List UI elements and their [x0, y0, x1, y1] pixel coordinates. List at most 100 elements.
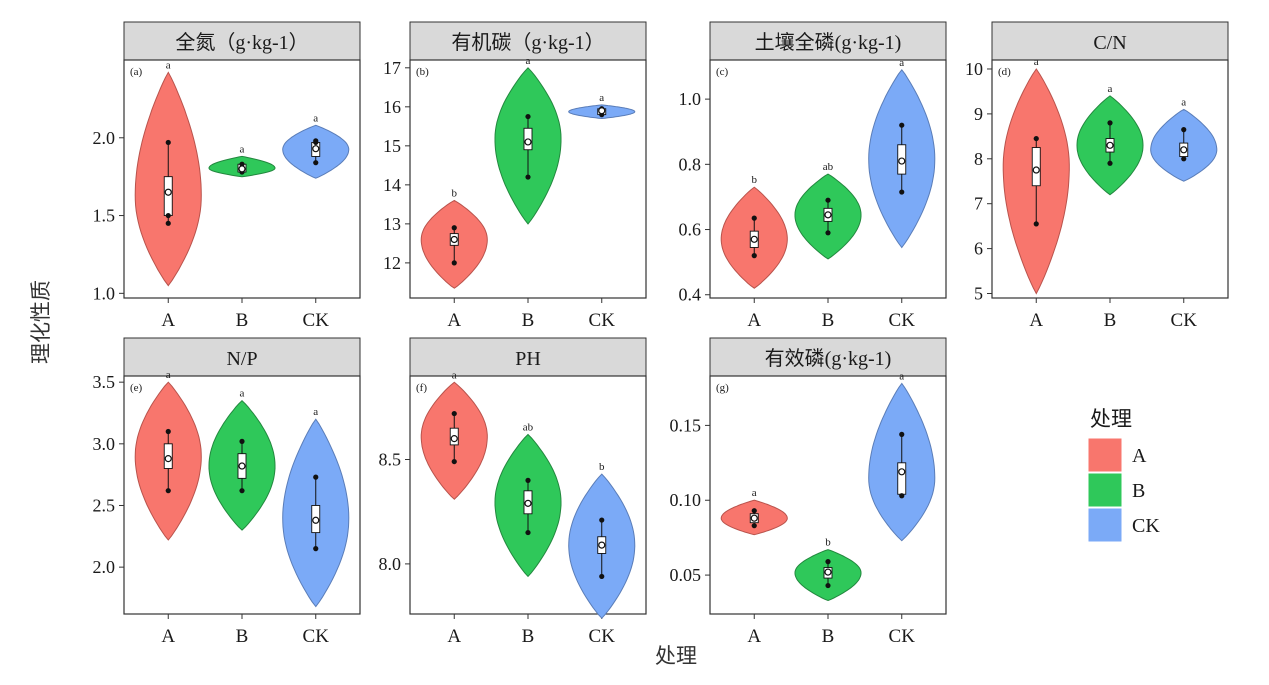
data-point — [525, 174, 531, 180]
data-point — [525, 113, 531, 120]
strip-title: 有机碳（g·kg-1） — [451, 31, 604, 54]
panel-tag: (g) — [716, 382, 729, 394]
strip-header — [709, 337, 947, 377]
median-point — [1180, 146, 1188, 154]
significance-letter: a — [313, 112, 318, 124]
data-point — [451, 458, 457, 465]
facet-panel-g: 有效磷(g·kg-1) (g) 0.05 0.10 0.15 A B CK a b a — [670, 337, 947, 647]
significance-letter: ab — [823, 161, 834, 173]
legend-label-CK: CK — [1132, 515, 1160, 537]
median-point — [598, 541, 606, 549]
strip-title: 全氮（g·kg-1） — [175, 31, 308, 54]
data-point — [599, 517, 605, 523]
violin-A: a — [720, 487, 788, 536]
data-point — [751, 215, 757, 221]
x-tick-label: A — [447, 310, 461, 331]
box — [163, 176, 173, 217]
y-axis-title: 理化性质 — [29, 280, 53, 364]
data-point — [899, 122, 905, 128]
median-point — [750, 514, 758, 522]
data-point — [525, 477, 531, 483]
y-tick-label: 2.0 — [93, 128, 116, 148]
strip-header — [409, 21, 647, 61]
facet-panel-c: 土壤全磷(g·kg-1) (c) 0.4 0.6 0.8 1.0 A B CK b ab a — [679, 21, 947, 331]
data-point — [1107, 160, 1113, 166]
legend-label-B: B — [1132, 480, 1145, 502]
y-tick-label: 8.0 — [379, 554, 402, 574]
median-point — [164, 455, 172, 463]
data-point — [313, 138, 319, 144]
data-point — [165, 220, 171, 226]
legend-items: AB CK — [1087, 437, 1160, 543]
strip-header — [409, 337, 647, 377]
x-tick-label: B — [822, 310, 835, 331]
data-point — [165, 428, 171, 435]
data-point — [825, 559, 831, 565]
significance-letter: a — [1034, 56, 1039, 68]
violin-CK: a — [1150, 96, 1218, 182]
x-tick-label: CK — [589, 310, 616, 331]
significance-letter: a — [599, 92, 604, 104]
x-tick-label: B — [822, 626, 835, 647]
data-point — [165, 212, 171, 219]
x-tick-label: B — [236, 310, 249, 331]
significance-letter: a — [1108, 83, 1113, 95]
x-tick-label: CK — [589, 626, 616, 647]
significance-letter: b — [452, 187, 458, 199]
x-tick-label: CK — [889, 310, 916, 331]
violin-A: a — [420, 369, 488, 500]
data-point — [825, 197, 831, 203]
median-point — [524, 138, 532, 146]
x-tick-label: B — [236, 626, 249, 647]
median-point — [312, 145, 320, 153]
data-point — [751, 523, 757, 529]
x-tick-label: A — [161, 310, 175, 331]
x-tick-label: CK — [1171, 310, 1198, 331]
median-point — [450, 435, 458, 443]
data-point — [751, 508, 757, 514]
x-axis-title: 处理 — [655, 644, 697, 668]
y-tick-label: 10 — [965, 59, 983, 79]
legend-title: 处理 — [1090, 407, 1132, 431]
y-tick-label: 17 — [383, 58, 401, 78]
facet-panel-b: 有机碳（g·kg-1） (b) 12 13 14 15 16 17 A B CK b a a — [383, 21, 647, 331]
panel-tag: (d) — [998, 66, 1011, 78]
panel-tag: (b) — [416, 66, 429, 78]
y-tick-label: 8 — [974, 149, 983, 169]
significance-letter: a — [899, 57, 904, 69]
x-tick-label: B — [522, 626, 535, 647]
data-point — [1181, 127, 1187, 133]
significance-letter: a — [166, 59, 171, 71]
y-tick-label: 6 — [974, 239, 983, 259]
x-tick-label: A — [161, 626, 175, 647]
strip-header — [123, 337, 361, 377]
violin-B: a — [208, 143, 276, 178]
median-point — [598, 107, 606, 115]
legend: 处理 AB CK — [1087, 407, 1160, 543]
violin-B: a — [1076, 83, 1144, 196]
median-point — [898, 157, 906, 165]
data-point — [599, 573, 605, 580]
significance-letter: a — [899, 370, 904, 382]
median-point — [164, 188, 172, 196]
x-tick-label: A — [747, 310, 761, 331]
x-tick-label: B — [1104, 310, 1117, 331]
violin-A: a — [134, 369, 202, 541]
data-point — [1033, 135, 1039, 142]
significance-letter: a — [240, 143, 245, 155]
violin-CK: a — [868, 57, 936, 249]
strip-title: PH — [515, 348, 541, 370]
significance-letter: a — [313, 406, 318, 418]
data-point — [1107, 120, 1113, 126]
data-point — [451, 260, 457, 266]
violin-CK: a — [282, 112, 350, 179]
y-tick-label: 2.0 — [93, 557, 116, 577]
y-tick-label: 13 — [383, 214, 401, 234]
data-point — [899, 431, 905, 437]
violin-B: b — [794, 537, 862, 602]
y-tick-label: 12 — [383, 253, 401, 273]
median-point — [1106, 141, 1114, 149]
x-tick-label: A — [1029, 310, 1043, 331]
y-tick-label: 1.0 — [679, 89, 702, 109]
y-tick-label: 15 — [383, 136, 401, 156]
